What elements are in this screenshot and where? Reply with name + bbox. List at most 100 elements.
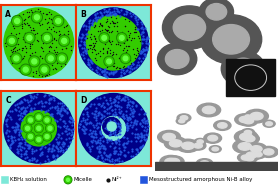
Point (143, 125, 147, 128)
Point (138, 39, 143, 42)
Point (28, 47, 32, 50)
Point (52, 29, 56, 32)
Point (102, 41, 106, 44)
Point (6, 135, 11, 138)
Point (49, 96, 53, 99)
Point (52, 149, 57, 152)
Point (128, 118, 132, 121)
Point (102, 72, 106, 75)
Point (4, 119, 8, 122)
Point (135, 133, 140, 136)
Point (46, 50, 51, 53)
Point (46, 33, 50, 36)
Point (131, 155, 135, 158)
Point (20, 26, 25, 29)
Point (86, 47, 90, 50)
Point (95, 66, 99, 69)
Point (130, 36, 135, 40)
Point (89, 44, 93, 47)
Point (100, 116, 104, 119)
Point (95, 11, 99, 14)
Point (53, 106, 57, 109)
Point (68, 115, 73, 118)
Point (95, 70, 100, 73)
Point (103, 154, 108, 157)
Point (107, 139, 111, 142)
Point (108, 159, 113, 162)
Point (146, 41, 150, 44)
Point (144, 40, 149, 43)
Point (85, 121, 90, 124)
Point (128, 31, 133, 34)
Point (71, 127, 75, 130)
Point (90, 23, 94, 26)
Point (20, 119, 24, 122)
Point (98, 141, 102, 144)
Point (104, 62, 108, 65)
Circle shape (12, 54, 21, 63)
Circle shape (180, 116, 188, 120)
Point (84, 47, 89, 50)
Point (144, 120, 148, 123)
Point (19, 142, 24, 145)
Circle shape (35, 124, 43, 133)
Point (116, 125, 120, 128)
Point (16, 127, 20, 130)
Point (136, 28, 140, 31)
Point (16, 13, 21, 16)
Point (59, 47, 64, 50)
Circle shape (4, 94, 74, 163)
Point (117, 110, 121, 113)
Point (30, 147, 34, 150)
Point (93, 20, 98, 23)
Point (121, 40, 125, 43)
Circle shape (107, 59, 111, 64)
Circle shape (35, 113, 43, 121)
Point (125, 96, 129, 99)
Circle shape (254, 152, 262, 157)
Point (95, 146, 100, 149)
Point (20, 49, 24, 52)
Point (10, 25, 15, 28)
Point (97, 49, 102, 52)
Point (103, 157, 107, 160)
Point (40, 152, 45, 155)
Point (109, 102, 113, 105)
Point (139, 49, 143, 52)
Point (111, 97, 116, 100)
Point (138, 146, 143, 149)
Point (20, 111, 25, 114)
Point (101, 47, 106, 50)
Point (23, 36, 28, 39)
Point (12, 104, 17, 107)
Point (31, 27, 35, 30)
Point (113, 99, 117, 102)
Point (115, 65, 119, 68)
Point (121, 142, 126, 145)
Point (79, 36, 84, 40)
Point (117, 94, 121, 98)
Point (114, 24, 119, 27)
Point (106, 125, 110, 128)
Point (93, 132, 97, 136)
Point (129, 62, 134, 65)
Point (142, 53, 146, 56)
Point (91, 124, 95, 127)
Point (96, 51, 100, 54)
Circle shape (196, 159, 213, 168)
Point (112, 123, 117, 126)
Point (125, 141, 129, 144)
Circle shape (32, 12, 42, 23)
Circle shape (102, 36, 107, 40)
Point (93, 19, 98, 22)
Point (105, 28, 110, 31)
Point (138, 123, 142, 126)
Circle shape (251, 150, 266, 159)
Point (88, 129, 93, 132)
Point (107, 158, 111, 161)
Point (140, 25, 144, 28)
Point (33, 9, 38, 12)
Point (56, 148, 60, 151)
Point (23, 39, 28, 42)
Point (36, 40, 41, 43)
